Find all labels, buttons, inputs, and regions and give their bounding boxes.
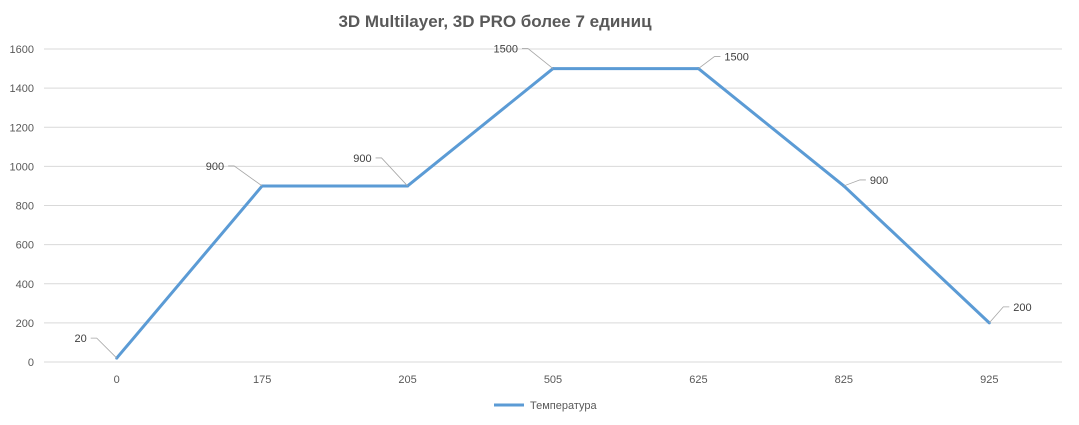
y-tick-label: 1000 xyxy=(10,161,34,173)
data-label-leader xyxy=(228,165,263,187)
series-line xyxy=(115,67,991,360)
data-label: 200 xyxy=(1013,302,1031,314)
gridlines xyxy=(44,48,1062,363)
legend: Температура xyxy=(494,400,598,412)
data-label-leader xyxy=(90,337,117,359)
y-tick-label: 800 xyxy=(16,201,34,213)
data-label: 900 xyxy=(353,153,371,165)
x-tick-label: 625 xyxy=(689,374,707,386)
y-tick-label: 600 xyxy=(16,240,34,252)
x-axis: 0 175 205 505 625 825 925 xyxy=(114,374,999,386)
data-label-leader xyxy=(698,56,721,69)
data-label-leader xyxy=(843,179,866,187)
data-label-leader xyxy=(522,48,554,69)
data-label: 20 xyxy=(74,333,86,345)
data-labels: 20 900 900 1500 1500 900 200 xyxy=(74,44,1032,359)
y-tick-label: 0 xyxy=(28,357,34,369)
y-tick-label: 400 xyxy=(16,279,34,291)
y-tick-label: 1200 xyxy=(10,122,34,134)
data-label-leader xyxy=(375,157,408,187)
data-label: 900 xyxy=(870,175,888,187)
series-group xyxy=(115,67,991,360)
x-tick-label: 505 xyxy=(544,374,562,386)
data-label: 1500 xyxy=(494,44,518,56)
y-tick-label: 1600 xyxy=(10,44,34,56)
x-tick-label: 205 xyxy=(398,374,416,386)
chart-title: 3D Multilayer, 3D PRO более 7 единиц xyxy=(338,12,652,31)
y-tick-label: 200 xyxy=(16,318,34,330)
data-label: 900 xyxy=(206,161,224,173)
x-tick-label: 825 xyxy=(835,374,853,386)
legend-label: Температура xyxy=(530,400,598,412)
data-label: 1500 xyxy=(724,52,748,64)
data-label-leader xyxy=(988,306,1010,324)
x-tick-label: 0 xyxy=(114,374,120,386)
x-tick-label: 925 xyxy=(980,374,998,386)
y-tick-label: 1400 xyxy=(10,83,34,95)
y-axis: 0 200 400 600 800 1000 1200 1400 1600 xyxy=(10,44,34,369)
x-tick-label: 175 xyxy=(253,374,271,386)
